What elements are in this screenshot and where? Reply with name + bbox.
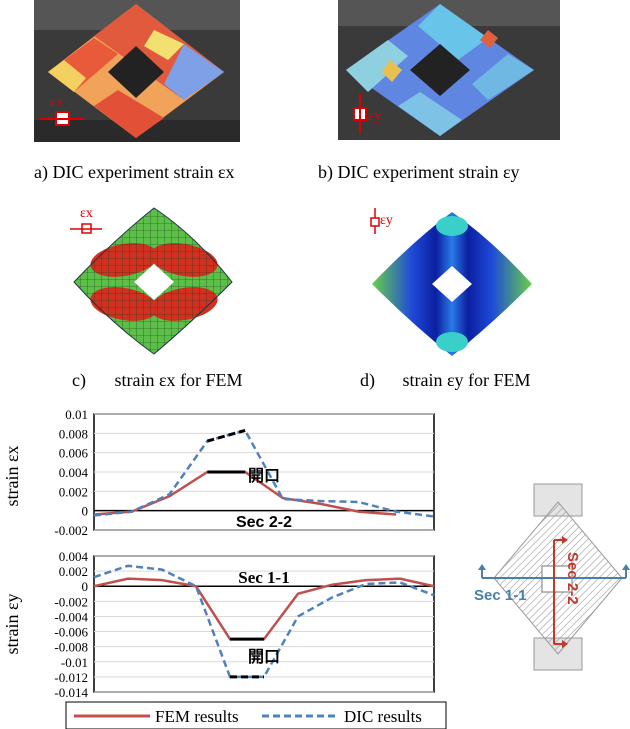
caption-c: c) strain εx for FEM: [72, 370, 243, 391]
caption-d-letter: d): [360, 370, 375, 390]
epsilon-y-symbol: εy: [380, 213, 393, 228]
chart-1-marks: [93, 428, 435, 518]
y-tick-label: 0.002: [59, 484, 88, 499]
y-tick-label: 0.002: [59, 564, 88, 579]
strain-x-inset: εx: [40, 94, 84, 126]
epsilon-y-symbol: εy: [368, 108, 382, 124]
dic-series-line: [93, 428, 435, 518]
y-tick-label: 0.004: [59, 465, 89, 480]
y-tick-label: 0.01: [65, 407, 88, 422]
dic-strain-x-image: εx: [34, 0, 240, 142]
y-tick-label: -0.006: [54, 625, 88, 640]
chart-1-section-label: Sec 2-2: [236, 514, 292, 531]
fem-strain-y-inset: εy: [370, 208, 393, 234]
y-tick-label: -0.002: [54, 523, 88, 538]
chart-1-grid: [94, 413, 434, 531]
y-tick-label: -0.014: [54, 685, 88, 700]
y-tick-label: -0.004: [54, 609, 88, 624]
epsilon-x-symbol: εx: [80, 206, 93, 221]
legend-fem-label: FEM results: [155, 707, 239, 726]
caption-b: b) DIC experiment strain εy: [318, 162, 520, 182]
fem-strain-y-image: [372, 212, 532, 356]
fem-strain-x-image: [73, 207, 233, 355]
y-tick-label: -0.012: [54, 670, 88, 685]
legend-dic-label: DIC results: [344, 707, 422, 726]
chart-1-opening-label: 開口: [248, 467, 280, 485]
chart-2-grid: [94, 555, 434, 693]
chart-2-ticks: 0.0040.0020-0.002-0.004-0.006-0.008-0.01…: [54, 549, 88, 700]
dic-strain-y-image: εy: [338, 0, 560, 140]
y-tick-label: 0: [82, 579, 89, 594]
sec-2-2-label: Sec 2-2: [564, 552, 581, 605]
caption-c-text: strain εx for FEM: [114, 370, 243, 390]
chart-2-ylabel: strain εy: [2, 593, 22, 654]
chart-2-section-label: Sec 1-1: [238, 568, 289, 587]
chart-2-marks: [93, 564, 435, 679]
fem-strain-x-inset: εx: [70, 206, 102, 234]
epsilon-x-symbol: εx: [50, 94, 64, 110]
y-tick-label: 0.008: [59, 426, 88, 441]
chart-2-opening-label: 開口: [248, 648, 280, 666]
y-tick-label: -0.008: [54, 640, 88, 655]
chart-1-ylabel: strain εx: [2, 445, 22, 506]
dic-series-line: [93, 564, 435, 679]
caption-d-text: strain εy for FEM: [402, 370, 531, 390]
dic-opening-segment: [206, 428, 246, 443]
caption-a: a) DIC experiment strain εx: [34, 162, 235, 182]
specimen-section-diagram: Sec 1-1 Sec 2-2: [474, 483, 630, 671]
y-tick-label: 0: [82, 504, 89, 519]
caption-d: d) strain εy for FEM: [360, 370, 531, 391]
sec-1-1-label: Sec 1-1: [474, 587, 527, 604]
y-tick-label: -0.01: [61, 655, 88, 670]
y-tick-label: -0.002: [54, 594, 88, 609]
y-tick-label: 0.006: [59, 446, 89, 461]
legend: FEM results DIC results: [65, 701, 447, 729]
chart-1-ticks: 0.01 0.008 0.006 0.004 0.002 0 -0.002: [54, 407, 88, 538]
caption-c-letter: c): [72, 370, 86, 390]
y-tick-label: 0.004: [59, 549, 89, 564]
strain-y-inset: εy: [353, 94, 382, 134]
